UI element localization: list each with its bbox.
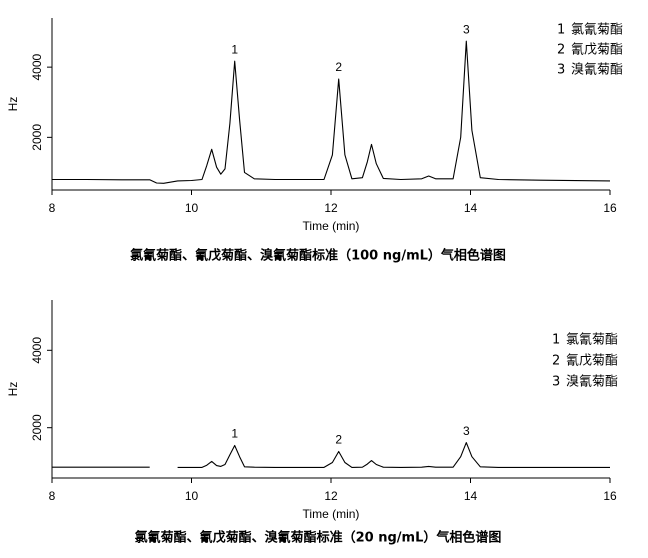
legend-name: 氰戊菊酯	[566, 353, 618, 369]
trace	[52, 442, 610, 468]
legend-number: 1	[552, 333, 560, 348]
x-tick-label: 10	[185, 201, 199, 215]
legend-name: 氯氰菊酯	[571, 22, 623, 38]
legend-name: 氰戊菊酯	[571, 42, 623, 58]
peak-label: 2	[335, 433, 342, 447]
x-tick-label: 8	[49, 489, 56, 503]
x-tick-label: 14	[464, 201, 478, 215]
legend-number: 2	[552, 354, 560, 369]
trace	[52, 40, 611, 184]
legend-name: 溴氰菊酯	[571, 62, 623, 78]
caption: 氯氰菊酯、氰戊菊酯、溴氰菊酯标准（20 ng/mL）气相色谱图	[135, 530, 502, 546]
x-tick-label: 16	[603, 201, 617, 215]
caption: 氯氰菊酯、氰戊菊酯、溴氰菊酯标准（100 ng/mL）气相色谱图	[130, 248, 506, 264]
y-tick-label: 2000	[30, 124, 44, 151]
x-tick-label: 14	[464, 489, 478, 503]
x-axis-label: Time (min)	[303, 219, 360, 233]
peak-label: 1	[231, 427, 238, 441]
y-tick-label: 4000	[30, 53, 44, 80]
peak-label: 2	[335, 60, 342, 74]
peak-label: 3	[463, 22, 470, 36]
x-tick-label: 12	[324, 489, 338, 503]
peak-label: 3	[463, 424, 470, 438]
legend-name: 溴氰菊酯	[566, 374, 618, 390]
legend-number: 2	[557, 43, 565, 58]
legend-number: 3	[557, 63, 565, 78]
peak-label: 1	[231, 42, 238, 56]
y-tick-label: 2000	[30, 414, 44, 441]
y-axis-label: Hz	[6, 382, 20, 397]
legend-number: 3	[552, 375, 560, 390]
y-axis-label: Hz	[6, 97, 20, 112]
legend-name: 氯氰菊酯	[566, 332, 618, 348]
x-tick-label: 12	[324, 201, 338, 215]
x-axis-label: Time (min)	[303, 507, 360, 521]
x-tick-label: 16	[603, 489, 617, 503]
x-tick-label: 10	[185, 489, 199, 503]
y-tick-label: 4000	[30, 337, 44, 364]
x-tick-label: 8	[49, 201, 56, 215]
legend-number: 1	[557, 23, 565, 38]
